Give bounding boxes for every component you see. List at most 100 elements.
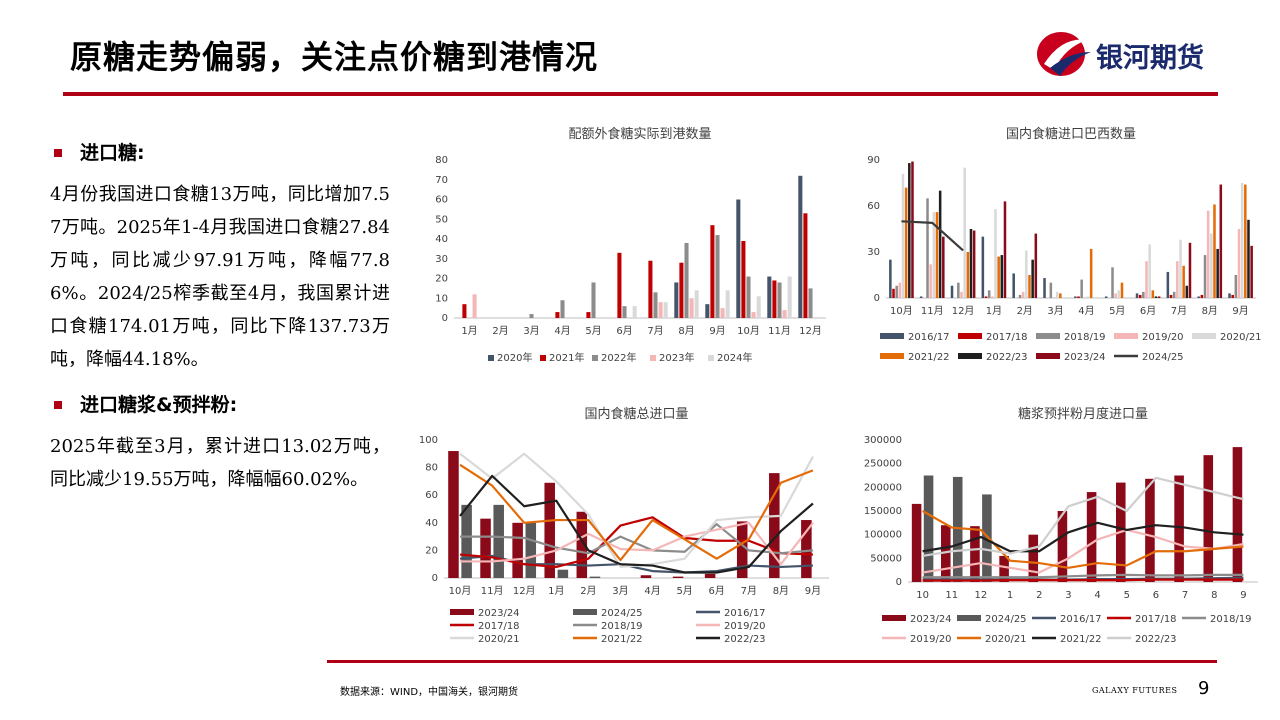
legend-swatch-2020/21 xyxy=(1192,333,1216,339)
bar-2019/20-1月 xyxy=(991,296,994,298)
x-tick-label: 3 xyxy=(1065,590,1071,601)
legend-label: 2016/17 xyxy=(908,332,950,343)
line-series-2024/25 xyxy=(901,220,964,252)
y-tick-label: 10 xyxy=(435,293,448,304)
x-tick-label: 6月 xyxy=(709,585,725,597)
legend-swatch-2017/18 xyxy=(958,333,982,339)
bar-2021/22-9月 xyxy=(1244,184,1247,298)
bar-2022/23-9月 xyxy=(1247,219,1250,298)
x-tick-label: 5月 xyxy=(1109,305,1125,317)
chart-quota-arrivals: 配额外食糖实际到港数量 0 10 20 30 40 50 60 70 80 1月 2月 3月 4月 5月 6月… xyxy=(435,126,826,364)
bar-2022/23-2月 xyxy=(1031,259,1034,298)
bar-2019/20-6月 xyxy=(1145,261,1148,298)
data-source: 数据来源：WIND，中国海关，银河期货 xyxy=(340,687,519,698)
legend-label: 2022/23 xyxy=(724,634,766,645)
bar-2022/23-1月 xyxy=(1000,255,1004,298)
x-tick-label: 11月 xyxy=(481,585,504,597)
x-tick-label: 8月 xyxy=(1202,305,1218,317)
chart-total-imports: 国内食糖总进口量 0 20 40 60 80 100 10月 11月 12月 1月 2月 3月 4月 5月 6… xyxy=(419,406,829,645)
line-series-2021/22 xyxy=(922,521,1244,553)
bar-2018/19-10月 xyxy=(895,285,898,298)
bar-2023年-9月 xyxy=(720,308,725,318)
bar-2021年-10月 xyxy=(741,240,746,318)
bar-2023年-10月 xyxy=(751,312,756,318)
bar-2021年-5月 xyxy=(586,312,591,318)
bar-2023/24-10 xyxy=(911,503,922,582)
y-tick-label: 50 xyxy=(435,214,448,225)
bar-2024/25-10月 xyxy=(461,504,472,578)
bar-2023/24-8月 xyxy=(1219,184,1223,298)
x-tick-label: 3月 xyxy=(523,325,539,337)
x-tick-label: 9 xyxy=(1240,590,1246,601)
legend-label: 2023年 xyxy=(659,351,694,364)
bar-2022/23-10月 xyxy=(908,163,911,298)
bar-2024/25-11 xyxy=(952,476,963,582)
bar-2022年-12月 xyxy=(808,288,813,318)
bar-2022/23-8月 xyxy=(1216,248,1219,298)
bar-2019/20-11月 xyxy=(929,264,932,298)
y-tick-label: 100000 xyxy=(864,530,902,541)
legend-swatch-2021年 xyxy=(540,355,546,361)
bar-2023/24-6 xyxy=(1145,478,1155,582)
x-tick-label: 1 xyxy=(1007,590,1013,601)
legend-swatch-2018/19 xyxy=(1036,333,1060,339)
x-tick-label: 5 xyxy=(1124,590,1130,601)
bar-2023/24-11月 xyxy=(942,236,945,298)
bar-2023/24-9 xyxy=(1232,447,1243,582)
bar-2022年-3月 xyxy=(529,314,534,318)
legend-label: 2016/17 xyxy=(1060,614,1102,625)
line-series-2017/18 xyxy=(459,516,814,569)
bar-2023/24-2月 xyxy=(576,511,588,578)
bar-2021/22-3月 xyxy=(1059,293,1062,298)
bar-2016/17-12月 xyxy=(950,285,954,298)
y-tick-label: 80 xyxy=(435,155,448,166)
legend-swatch-2023/24 xyxy=(882,615,906,621)
chart-syrup-imports: 糖浆预拌粉月度进口量 0 50000 100000 150000 200000 250000… xyxy=(864,406,1258,645)
bar-2019/20-12月 xyxy=(960,291,963,298)
x-tick-label: 7月 xyxy=(741,585,757,597)
bar-2020/21-12月 xyxy=(963,167,966,298)
legend-swatch-2022/23 xyxy=(958,353,982,359)
bar-2019/20-8月 xyxy=(1206,210,1210,298)
bar-2016/17-11月 xyxy=(919,296,923,298)
bar-2020年-11月 xyxy=(767,276,772,318)
legend-label: 2024年 xyxy=(717,351,752,364)
y-tick-label: 20 xyxy=(425,545,438,556)
bar-2023/24-1月 xyxy=(1003,201,1007,298)
bar-2021年-9月 xyxy=(710,225,715,318)
bar-2022年-4月 xyxy=(560,300,565,318)
line-series-2022/23 xyxy=(459,474,814,574)
bar-2017/18-8月 xyxy=(1200,294,1204,298)
bar-2023/24-4月 xyxy=(640,575,652,578)
bar-2022/23-6月 xyxy=(1154,296,1158,298)
x-tick-label: 9月 xyxy=(805,585,821,597)
x-tick-label: 11 xyxy=(945,590,958,601)
bar-2018/19-3月 xyxy=(1049,282,1053,298)
x-tick-label: 2月 xyxy=(580,585,596,597)
legend-label: 2022/23 xyxy=(986,352,1028,363)
brand-logo: 银河期货 xyxy=(1036,30,1226,80)
y-tick-label: 300000 xyxy=(864,435,902,446)
legend-swatch-2023年 xyxy=(650,355,656,361)
bar-2016/17-8月 xyxy=(1197,296,1200,298)
bar-2021/22-5月 xyxy=(1120,282,1124,298)
brand-name: 银河期货 xyxy=(1096,43,1204,74)
section-text-import-sugar: 4月份我国进口食糖13万吨，同比增加7.57万吨。2025年1-4月我国进口食糖… xyxy=(50,184,390,370)
bar-2024/25-10 xyxy=(923,475,934,582)
bar-2017/18-4月 xyxy=(1077,296,1080,298)
chart-title: 糖浆预拌粉月度进口量 xyxy=(1018,406,1148,422)
x-tick-label: 4 xyxy=(1094,590,1100,601)
bar-2020/21-6月 xyxy=(1148,244,1151,298)
bar-2016/17-1月 xyxy=(981,236,985,298)
section-title-import-sugar: 进口糖: xyxy=(50,138,390,168)
bar-2023年-1月 xyxy=(472,294,477,318)
x-tick-label: 10月 xyxy=(449,585,472,597)
bar-2020/21-11月 xyxy=(932,212,936,298)
legend-swatch-2023/24 xyxy=(450,609,474,615)
bar-2016/17-5月 xyxy=(1104,296,1108,298)
bar-2020年-8月 xyxy=(674,282,679,318)
bar-2018/19-11月 xyxy=(926,198,929,298)
x-tick-label: 4月 xyxy=(644,585,660,597)
x-tick-label: 3月 xyxy=(1047,305,1063,317)
bar-2020/21-3月 xyxy=(1055,291,1059,298)
